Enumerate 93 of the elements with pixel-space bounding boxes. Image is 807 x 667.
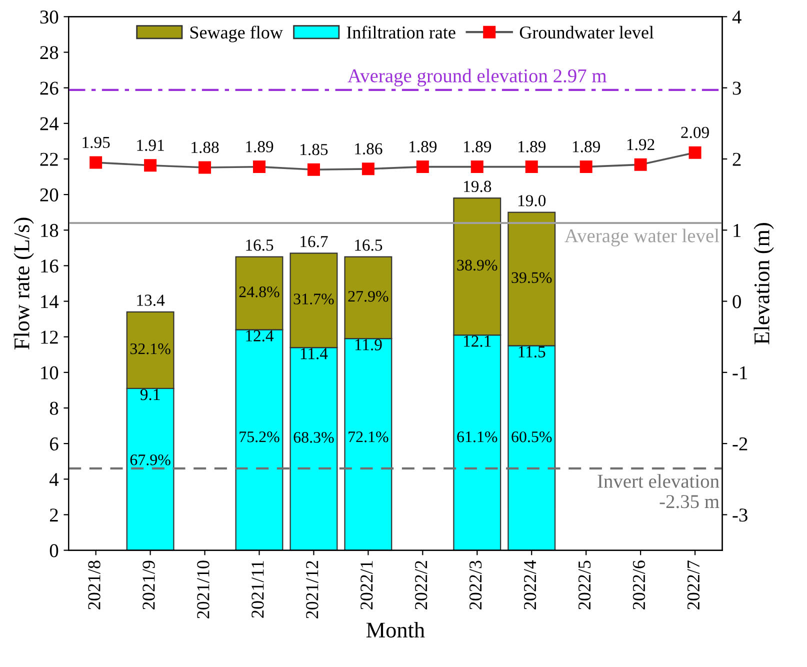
data-label: 2.09 bbox=[681, 126, 709, 138]
legend-label: Infiltration rate bbox=[346, 26, 456, 39]
annotation: 68.3% bbox=[294, 432, 334, 443]
point bbox=[470, 160, 484, 174]
point bbox=[198, 161, 212, 174]
point bbox=[362, 162, 374, 176]
ref-line-label: Average ground elevation 2.97 m bbox=[348, 68, 607, 86]
annotation: 31.7% bbox=[294, 294, 334, 304]
data-label: 1.88 bbox=[192, 142, 219, 154]
y2-tick-label: 1 bbox=[734, 224, 741, 237]
point bbox=[634, 158, 647, 171]
data-label: 1.95 bbox=[82, 136, 110, 148]
total-label: 19.8 bbox=[464, 180, 492, 192]
x-tick-label: 2022/7 bbox=[687, 560, 700, 610]
annotation: 72.1% bbox=[348, 431, 388, 442]
point bbox=[307, 163, 320, 176]
x-tick-label: 2021/8 bbox=[88, 560, 100, 610]
data-label: 9.1 bbox=[140, 388, 160, 400]
x-tick-label: 2022/4 bbox=[524, 560, 536, 610]
x-tick-label: 2022/2 bbox=[415, 560, 428, 610]
y-tick-label: 4 bbox=[50, 473, 59, 486]
data-label: 1.85 bbox=[300, 144, 328, 156]
data-label: 12.4 bbox=[246, 330, 274, 342]
y-axis-title: Flow rate (L/s) bbox=[14, 218, 34, 350]
y-tick-label: 24 bbox=[40, 117, 59, 130]
data-label: 12.1 bbox=[464, 336, 491, 347]
y-tick-label: 12 bbox=[41, 330, 58, 344]
y2-axis-title: Elevation (m) bbox=[754, 223, 774, 344]
y-tick-label: 2 bbox=[50, 508, 58, 522]
x-tick-label: 2022/5 bbox=[578, 560, 591, 610]
data-label: 11.5 bbox=[518, 346, 546, 358]
y-tick-label: 20 bbox=[40, 188, 58, 202]
x-tick-label: 2021/11 bbox=[252, 561, 264, 618]
annotation: 24.8% bbox=[239, 286, 280, 298]
data-label: 1.89 bbox=[572, 141, 600, 152]
data-label: 1.89 bbox=[410, 141, 437, 152]
data-label: 1.89 bbox=[246, 141, 274, 152]
annotation: 32.1% bbox=[130, 343, 170, 354]
y-tick-label: 30 bbox=[40, 10, 58, 24]
y-tick-label: 8 bbox=[50, 402, 58, 415]
data-label: 1.92 bbox=[627, 138, 654, 150]
y2-tick-label: 0 bbox=[732, 295, 741, 308]
y2-tick-label: -3 bbox=[732, 508, 748, 522]
annotation: 75.2% bbox=[240, 431, 280, 442]
y-tick-label: 6 bbox=[50, 437, 58, 450]
point bbox=[144, 159, 157, 172]
point bbox=[253, 160, 266, 174]
data-label: 1.91 bbox=[137, 140, 164, 151]
x-axis-title: Month bbox=[366, 622, 425, 638]
y-tick-label: 16 bbox=[41, 260, 58, 273]
annotation: 38.9% bbox=[457, 260, 498, 271]
total-label: 16.5 bbox=[355, 240, 382, 251]
x-tick-label: 2021/10 bbox=[197, 560, 210, 618]
annotation: 67.9% bbox=[130, 454, 170, 466]
y2-tick-label: -2 bbox=[732, 437, 748, 450]
y-tick-label: 28 bbox=[40, 46, 58, 60]
point bbox=[416, 160, 429, 174]
y2-tick-label: 2 bbox=[732, 152, 741, 166]
x-tick-label: 2022/1 bbox=[360, 561, 373, 610]
annotation: 60.5% bbox=[512, 431, 552, 442]
data-label: 11.9 bbox=[355, 339, 382, 350]
y2-tick-label: 4 bbox=[732, 10, 742, 24]
data-label: 1.89 bbox=[464, 141, 492, 152]
ref-line-label: Invert elevation -2.35 m bbox=[598, 474, 720, 508]
data-label: 1.86 bbox=[355, 143, 382, 155]
total-label: 16.7 bbox=[300, 236, 328, 248]
point bbox=[580, 160, 592, 174]
x-tick-label: 2022/3 bbox=[469, 560, 482, 610]
x-tick-label: 2021/9 bbox=[142, 560, 155, 610]
y-tick-label: 14 bbox=[41, 295, 59, 308]
point bbox=[525, 160, 538, 174]
point bbox=[90, 156, 102, 169]
total-label: 19.0 bbox=[518, 195, 546, 206]
y-tick-label: 10 bbox=[41, 366, 58, 380]
y-tick-label: 26 bbox=[40, 82, 58, 95]
annotation: 39.5% bbox=[512, 272, 552, 284]
y2-tick-label: 3 bbox=[732, 82, 741, 95]
point bbox=[688, 146, 702, 159]
y-tick-label: 0 bbox=[50, 544, 58, 558]
ref-line-label: Average water level bbox=[564, 228, 720, 246]
total-label: 13.4 bbox=[137, 294, 165, 306]
annotation: 61.1% bbox=[457, 431, 498, 442]
x-tick-label: 2022/6 bbox=[632, 560, 646, 610]
legend-label: Groundwater level bbox=[520, 26, 654, 39]
y2-tick-label: -1 bbox=[732, 366, 748, 380]
legend-label: Sewage flow bbox=[190, 26, 283, 42]
y-tick-label: 18 bbox=[41, 224, 58, 238]
total-label: 16.5 bbox=[246, 240, 274, 251]
annotation: 27.9% bbox=[348, 290, 388, 302]
x-tick-label: 2021/12 bbox=[306, 560, 318, 618]
y-tick-label: 22 bbox=[40, 152, 58, 166]
data-label: 11.4 bbox=[300, 348, 328, 360]
data-label: 1.89 bbox=[518, 141, 546, 152]
